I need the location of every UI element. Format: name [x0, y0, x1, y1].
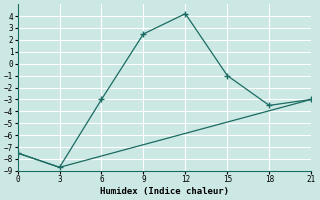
X-axis label: Humidex (Indice chaleur): Humidex (Indice chaleur): [100, 187, 229, 196]
